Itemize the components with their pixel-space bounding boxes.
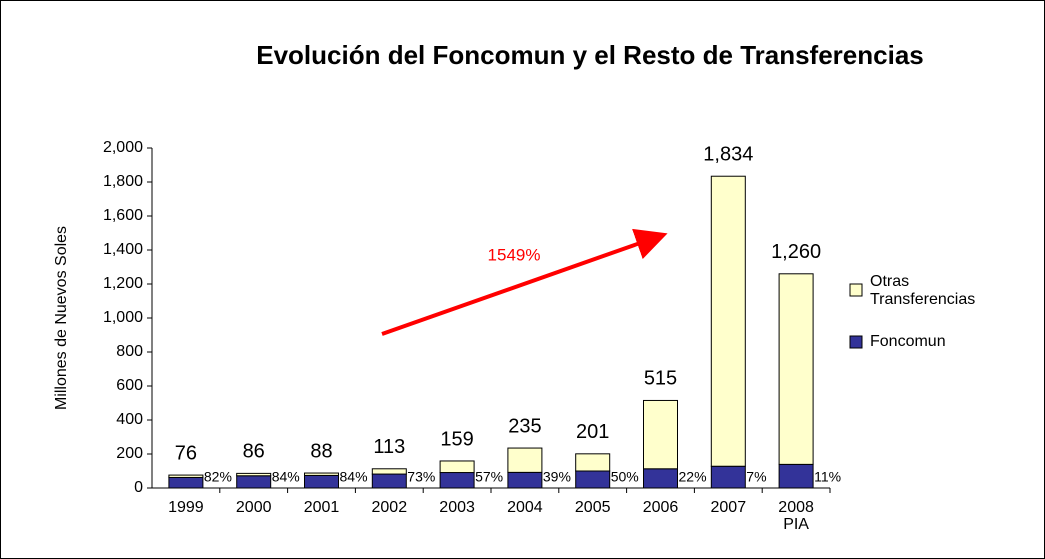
y-tick-label: 0 xyxy=(134,479,143,496)
x-tick-label: 2007 xyxy=(711,499,747,516)
share-label: 39% xyxy=(543,469,571,485)
bar-segment xyxy=(304,472,339,476)
bar-segment xyxy=(778,463,814,489)
x-tick-label: 2000 xyxy=(236,499,272,516)
bar-segment xyxy=(439,460,475,474)
bar-segment xyxy=(575,453,611,472)
y-tick-label: 1,600 xyxy=(103,207,143,224)
total-label: 86 xyxy=(243,441,265,463)
bar-segment xyxy=(710,175,746,467)
share-label: 84% xyxy=(272,469,300,485)
total-label: 159 xyxy=(440,428,473,450)
annotation: 1549% xyxy=(488,245,541,264)
share-label: 82% xyxy=(204,469,232,485)
share-label: 22% xyxy=(679,469,707,485)
bar-segment xyxy=(507,447,543,473)
x-tick-label: 2003 xyxy=(439,499,475,516)
x-tick-label: 2005 xyxy=(575,499,611,516)
total-label: 1,834 xyxy=(703,144,753,166)
bar-segment xyxy=(371,468,407,475)
share-label: 73% xyxy=(407,469,435,485)
total-label: 1,260 xyxy=(771,241,821,263)
share-label: 84% xyxy=(340,469,368,485)
bar-segment xyxy=(304,474,339,489)
legend-label: Otras Transferencias xyxy=(870,273,975,308)
total-label: 515 xyxy=(644,368,677,390)
bar-segment xyxy=(168,474,204,478)
x-tick-label: 2006 xyxy=(643,499,679,516)
total-label: 76 xyxy=(175,442,197,464)
y-tick-label: 800 xyxy=(116,343,143,360)
x-tick-label: 2001 xyxy=(304,499,340,516)
y-tick-label: 200 xyxy=(116,445,143,462)
x-tick-label: 2008 PIA xyxy=(778,499,814,533)
bar-segment xyxy=(236,472,272,477)
y-tick-label: 1,000 xyxy=(103,309,143,326)
legend-swatch xyxy=(849,283,863,297)
chart-title: Evolución del Foncomun y el Resto de Tra… xyxy=(256,40,924,70)
total-label: 235 xyxy=(508,415,541,437)
trend-arrow xyxy=(381,228,668,336)
legend-swatch xyxy=(849,335,863,349)
bar-segment xyxy=(371,473,407,489)
bar-segment xyxy=(507,471,543,489)
x-tick-label: 2002 xyxy=(372,499,408,516)
bar-segment xyxy=(236,475,272,489)
y-tick-label: 2,000 xyxy=(103,139,143,156)
total-label: 88 xyxy=(310,440,332,462)
y-axis-label: Millones de Nuevos Soles xyxy=(53,226,70,410)
bar-segment xyxy=(168,476,204,489)
bar-segment xyxy=(710,465,746,489)
legend-label: Foncomun xyxy=(870,333,946,350)
x-tick-label: 1999 xyxy=(168,499,204,516)
share-label: 11% xyxy=(814,469,841,485)
y-tick-label: 1,200 xyxy=(103,275,143,292)
bar-segment xyxy=(778,273,814,465)
y-tick-label: 1,800 xyxy=(103,173,143,190)
share-label: 7% xyxy=(746,469,766,485)
share-label: 57% xyxy=(475,469,503,485)
total-label: 201 xyxy=(576,421,609,443)
y-tick-label: 600 xyxy=(116,377,143,394)
x-tick-label: 2004 xyxy=(507,499,543,516)
share-label: 50% xyxy=(611,469,639,485)
bar-segment xyxy=(575,470,611,489)
total-label: 113 xyxy=(373,436,405,458)
bar-segment xyxy=(439,472,475,489)
y-tick-label: 400 xyxy=(116,411,143,428)
bar-segment xyxy=(643,468,678,489)
bar-segment xyxy=(643,399,678,470)
y-tick-label: 1,400 xyxy=(103,241,143,258)
